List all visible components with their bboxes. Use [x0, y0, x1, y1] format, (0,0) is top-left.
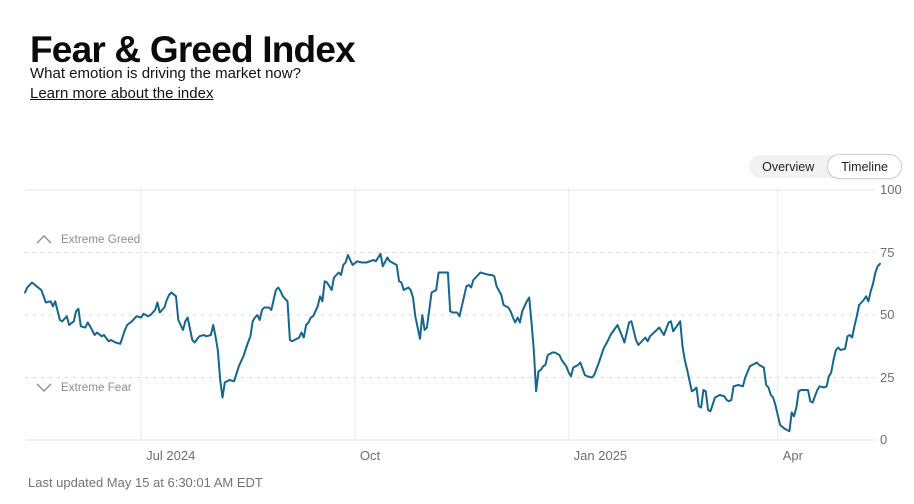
x-axis-label-apr: Apr: [782, 448, 803, 463]
x-axis-label-jul-2024: Jul 2024: [146, 448, 196, 463]
threshold-label-text: Extreme Fear: [61, 381, 132, 394]
y-axis-label-25: 25: [880, 369, 895, 385]
y-axis-label-0: 0: [880, 432, 888, 447]
threshold-label-text: Extreme Greed: [61, 233, 141, 246]
view-toggle: Overview Timeline: [749, 154, 902, 179]
chevron-down-icon: [36, 383, 52, 392]
x-axis-label-oct: Oct: [359, 448, 381, 463]
y-axis-label-75: 75: [880, 244, 895, 260]
page-title: Fear & Greed Index: [30, 28, 356, 70]
x-axis-label-jan-2025: Jan 2025: [573, 448, 628, 463]
learn-more-link[interactable]: Learn more about the index: [30, 85, 214, 102]
y-axis-label-100: 100: [880, 182, 902, 197]
fear-greed-line: [24, 252, 881, 433]
extreme-greed-threshold-label: Extreme Greed: [36, 234, 140, 246]
extreme-fear-threshold-label: Extreme Fear: [36, 382, 132, 394]
timeline-tab[interactable]: Timeline: [827, 154, 902, 179]
overview-tab[interactable]: Overview: [762, 159, 815, 174]
last-updated-text: Last updated May 15 at 6:30:01 AM EDT: [28, 475, 263, 490]
y-axis-label-50: 50: [880, 307, 895, 322]
chevron-up-icon: [36, 235, 52, 244]
page-subtitle: What emotion is driving the market now?: [30, 65, 301, 82]
